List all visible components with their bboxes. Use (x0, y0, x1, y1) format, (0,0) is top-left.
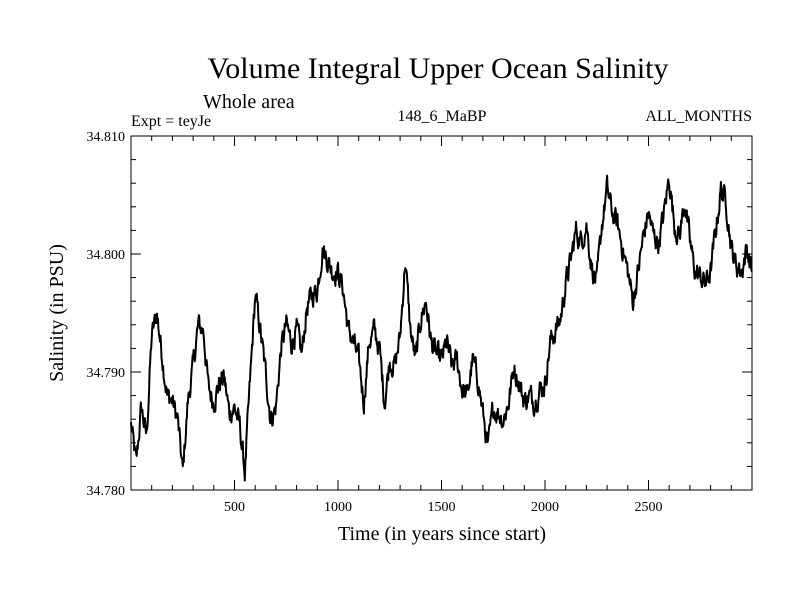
chart-subtitle: Whole area (203, 91, 295, 113)
y-tick-label: 34.810 (87, 130, 126, 145)
y-tick-label: 34.780 (87, 484, 126, 499)
chart-title: Volume Integral Upper Ocean Salinity (208, 52, 669, 85)
x-tick-label: 2000 (531, 500, 559, 515)
plot-frame (130, 135, 753, 491)
y-tick-label: 34.800 (87, 248, 126, 263)
x-tick-label: 1500 (428, 500, 456, 515)
y-axis-ticks: 34.780 34.790 34.800 34.810 (87, 130, 752, 499)
experiment-label: Expt = teyJe (131, 113, 211, 130)
months-label: ALL_MONTHS (645, 108, 752, 125)
salinity-series-line (130, 174, 753, 482)
x-tick-label: 2500 (635, 500, 663, 515)
x-axis-ticks: 500 1000 1500 2000 2500 (151, 136, 732, 515)
x-tick-label: 500 (224, 500, 245, 515)
y-axis-label: Salinity (in PSU) (46, 244, 68, 382)
y-tick-label: 34.790 (87, 366, 126, 381)
x-tick-label: 1000 (324, 500, 352, 515)
x-axis-label: Time (in years since start) (338, 523, 546, 545)
run-label: 148_6_MaBP (398, 108, 487, 125)
